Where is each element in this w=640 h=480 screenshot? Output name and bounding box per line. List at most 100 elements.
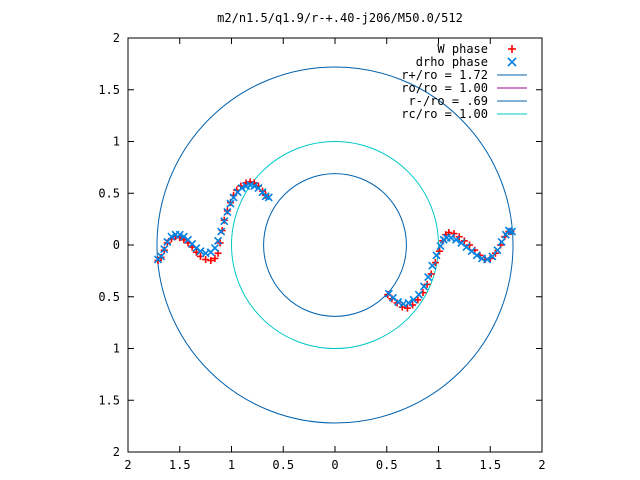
w-phase-point [450, 230, 458, 238]
legend-symbol-cross [507, 57, 517, 67]
legend-label-r-ro-1-72: r+/ro = 1.72 [401, 68, 488, 82]
drho-phase-point [483, 255, 492, 264]
marker-stroke [424, 273, 433, 282]
drho-phase-point [436, 241, 445, 251]
x-tick-label: 1 [228, 458, 235, 472]
x-tick-label: 2 [538, 458, 545, 472]
drho-phase-point [404, 298, 413, 308]
marker-stroke [497, 237, 506, 246]
marker-stroke [436, 241, 445, 251]
marker-stroke [246, 180, 255, 190]
marker-stroke [201, 249, 210, 258]
marker-stroke [226, 199, 235, 208]
marker-stroke [457, 238, 466, 247]
x-tick-label: 0.5 [272, 458, 294, 472]
marker-stroke [467, 247, 476, 256]
drho-phase-point [507, 227, 517, 236]
marker-stroke [452, 235, 461, 244]
y-tick-label: 1.5 [98, 393, 120, 407]
marker-stroke [175, 230, 184, 239]
drho-phase-point [414, 290, 423, 299]
points-layer [153, 178, 517, 312]
marker-stroke [507, 227, 517, 236]
marker-stroke [261, 192, 270, 201]
legend-label-w-phase: W phase [437, 42, 488, 56]
y-tick-label: 1 [113, 135, 120, 149]
y-tick-label: 1 [113, 342, 120, 356]
drho-phase-point [264, 193, 273, 202]
marker-stroke [414, 290, 423, 299]
chart-title: m2/n1.5/q1.9/r-+.40-j206/M50.0/512 [217, 11, 463, 25]
drho-phase-point [493, 246, 502, 255]
x-tick-label: 0 [331, 458, 338, 472]
drho-phase-point [157, 252, 166, 261]
marker-stroke [483, 255, 492, 264]
legend-label-drho-phase: drho phase [416, 55, 488, 69]
legend-label-rc-ro-1-00: rc/ro = 1.00 [401, 107, 488, 121]
drho-phase-point [250, 181, 259, 191]
circle-rc-ro-1-00 [231, 141, 439, 349]
drho-phase-point [446, 233, 455, 242]
y-tick-label: 0 [113, 238, 120, 252]
circle-r-ro-69 [263, 173, 407, 317]
drho-phase-point [432, 251, 441, 260]
drho-phase-point [394, 297, 403, 306]
marker-stroke [446, 233, 455, 242]
drho-phase-point [167, 232, 176, 241]
marker-stroke [384, 289, 393, 298]
marker-stroke [217, 227, 226, 236]
w-phase-point [211, 254, 219, 262]
drho-phase-point [220, 217, 229, 226]
marker-stroke [399, 299, 408, 309]
y-tick-label: 2 [113, 31, 120, 45]
marker-stroke [179, 232, 188, 241]
legend-label-r-ro-69: r-/ro = .69 [409, 94, 488, 108]
drho-phase-point [452, 235, 461, 244]
drho-phase-point [237, 184, 246, 193]
marker-stroke [504, 226, 513, 235]
drho-phase-point [428, 261, 437, 270]
drho-phase-point [424, 273, 433, 282]
w-phase-point [207, 257, 215, 265]
marker-stroke [167, 232, 176, 241]
drho-phase-point [472, 251, 481, 260]
marker-stroke [160, 245, 169, 254]
drho-phase-point [175, 230, 184, 239]
drho-phase-point [419, 282, 429, 291]
y-tick-label: 1.5 [98, 83, 120, 97]
drho-phase-point [213, 236, 223, 245]
marker-stroke [432, 251, 441, 260]
marker-stroke [183, 235, 193, 244]
w-phase-point [414, 296, 422, 304]
marker-stroke [210, 244, 220, 253]
marker-stroke [237, 184, 246, 193]
marker-stroke [394, 297, 403, 306]
drho-phase-point [217, 227, 226, 236]
y-tick-label: 0.5 [98, 186, 120, 200]
drho-phase-point [210, 244, 220, 253]
y-tick-label: 2 [113, 445, 120, 459]
drho-phase-point [160, 245, 169, 254]
marker-stroke [264, 193, 273, 202]
marker-stroke [157, 252, 166, 261]
marker-stroke [250, 181, 259, 191]
drho-phase-point [226, 199, 235, 208]
x-tick-label: 1.5 [169, 458, 191, 472]
marker-stroke [404, 298, 413, 308]
marker-stroke [196, 247, 205, 256]
x-tick-label: 0.5 [376, 458, 398, 472]
marker-stroke [462, 243, 471, 252]
drho-phase-point [196, 247, 205, 256]
marker-stroke [493, 246, 502, 255]
marker-stroke [472, 251, 481, 260]
tick-layer: 2 1.5 1 0.5 0 0.5 1 1.5 221.510.500.511.52 [98, 31, 545, 472]
marker-stroke [258, 188, 267, 197]
marker-stroke [220, 217, 229, 226]
drho-phase-point [223, 207, 232, 216]
marker-stroke [388, 293, 398, 302]
marker-stroke [213, 236, 223, 245]
w-phase-point [202, 255, 210, 263]
x-tick-label: 1 [435, 458, 442, 472]
w-phase-point [403, 304, 411, 312]
